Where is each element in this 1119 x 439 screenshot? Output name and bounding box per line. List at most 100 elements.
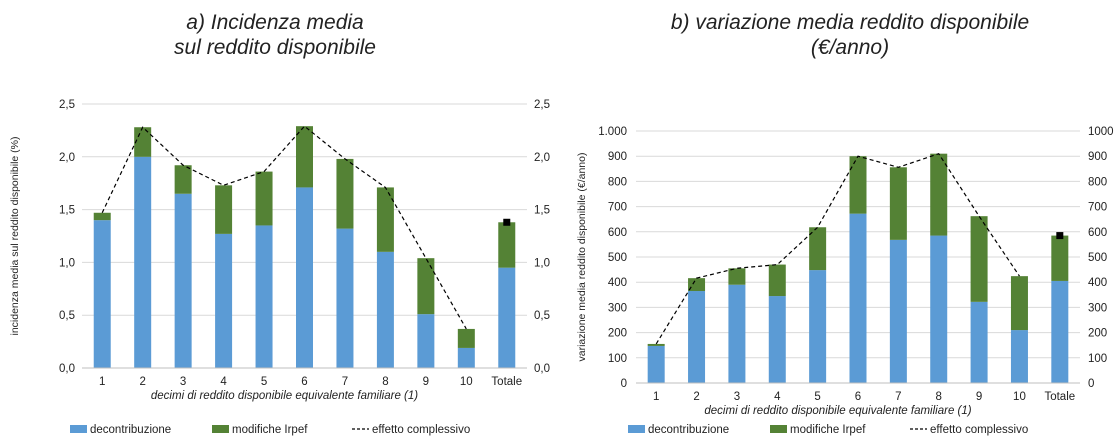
chart-b-ytick-right: 0 — [1088, 378, 1094, 390]
chart-a-ytick-right: 2,5 — [534, 99, 550, 111]
chart-b-ytick-right: 600 — [1088, 227, 1107, 239]
chart-b-title: b) variazione media reddito disponibile … — [600, 10, 1100, 60]
chart-a-bar-decontribuzione — [457, 347, 475, 368]
chart-a-title: a) Incidenza media sul reddito disponibi… — [110, 10, 440, 60]
chart-b-bar-decontribuzione — [889, 239, 907, 383]
chart-a-legend-effetto-complessivo: effetto complessivo — [372, 424, 470, 436]
chart-b-xtick: 6 — [855, 391, 861, 403]
chart-b-bar-modifiche-irpef — [1051, 235, 1069, 281]
chart-a-bar-decontribuzione — [255, 225, 273, 368]
chart-a-ytick-right: 0,5 — [534, 310, 550, 322]
chart-a-bar-modifiche-irpef — [255, 171, 273, 226]
chart-a-legend-swatch-decontribuzione — [70, 425, 87, 433]
chart-a-xtick: 9 — [423, 376, 429, 388]
chart-a-marker-effetto-totale — [503, 218, 511, 226]
chart-b-bar-decontribuzione — [688, 291, 706, 383]
chart-b-bar-modifiche-irpef — [970, 216, 988, 302]
chart-b-ytick-right: 100 — [1088, 353, 1107, 365]
chart-b-xtick: 8 — [936, 391, 942, 403]
chart-b-ytick-right: 500 — [1088, 252, 1107, 264]
chart-a-legend-swatch-modifiche-irpef — [212, 425, 229, 433]
chart-b-bar-decontribuzione — [728, 284, 746, 383]
chart-b-bar-modifiche-irpef — [768, 264, 786, 297]
chart-a-bar-decontribuzione — [376, 251, 394, 368]
chart-a-xtick: 5 — [261, 376, 267, 388]
chart-b-bar-modifiche-irpef — [809, 227, 827, 271]
chart-b-xtick: 1 — [653, 391, 659, 403]
chart-a-bar-decontribuzione — [296, 187, 313, 368]
chart-a-bar-decontribuzione — [134, 156, 152, 368]
chart-a-xtick: 6 — [301, 376, 307, 388]
chart-b-legend-decontribuzione: decontribuzione — [648, 424, 729, 436]
chart-b-bar-decontribuzione — [930, 235, 948, 383]
chart-b-ytick-left: 0 — [621, 378, 627, 390]
chart-a-xtick: 7 — [342, 376, 348, 388]
chart-b-xtick: 5 — [814, 391, 820, 403]
chart-a-xtick: 4 — [220, 376, 227, 388]
chart-a-bar-modifiche-irpef — [93, 212, 111, 221]
chart-a-xtick: 3 — [180, 376, 186, 388]
chart-a-ytick-left: 0,5 — [59, 310, 75, 322]
chart-a-ytick-right: 1,5 — [534, 205, 550, 217]
chart-b-line-effetto-complessivo — [655, 152, 1020, 345]
chart-a-bar-modifiche-irpef — [336, 158, 354, 229]
chart-b-bar-decontribuzione — [768, 296, 786, 383]
chart-a-bar-decontribuzione — [336, 228, 354, 368]
chart-a-bar-decontribuzione — [215, 233, 233, 368]
chart-b-legend-modifiche-irpef: modifiche Irpef — [790, 424, 866, 436]
chart-a-xtick: 10 — [460, 376, 473, 388]
chart-b-ytick-right: 700 — [1088, 202, 1107, 214]
chart-a-ytick-left: 2,0 — [59, 152, 75, 164]
chart-a-bar-modifiche-irpef — [134, 127, 152, 157]
chart-b-yaxis-title: variazione media reddito disponibile (€/… — [576, 153, 588, 362]
chart-b-ytick-left: 500 — [608, 252, 627, 264]
chart-b-bar-decontribuzione — [647, 345, 665, 383]
chart-a-xaxis-title: decimi di reddito disponibile equivalent… — [151, 390, 418, 402]
chart-a-ytick-left: 2,5 — [59, 99, 75, 111]
chart-a-title-line2: sul reddito disponibile — [174, 36, 376, 59]
chart-a-xtick: 8 — [382, 376, 388, 388]
chart-b-xtick: 2 — [693, 391, 699, 403]
chart-b-ytick-left: 100 — [608, 353, 627, 365]
chart-b-xtick: Totale — [1044, 391, 1075, 403]
chart-b-ytick-right: 800 — [1088, 176, 1107, 188]
chart-b-ytick-left: 400 — [608, 277, 627, 289]
chart-a-ytick-right: 1,0 — [534, 257, 550, 269]
chart-b-legend-swatch-decontribuzione — [628, 425, 645, 433]
chart-b-ytick-left: 200 — [608, 328, 627, 340]
chart-b-ytick-left: 600 — [608, 227, 627, 239]
chart-b-bar-decontribuzione — [809, 270, 827, 383]
chart-b-title-line2: (€/anno) — [810, 36, 890, 59]
chart-a-yaxis-title: incidenza media sul reddito disponibile … — [9, 136, 21, 335]
chart-b-ytick-left: 1.000 — [598, 126, 627, 138]
chart-b-bar-modifiche-irpef — [728, 268, 746, 285]
chart-a-bar-modifiche-irpef — [498, 222, 516, 268]
chart-a-xtick: 1 — [99, 376, 105, 388]
chart-b-ytick-right: 200 — [1088, 328, 1107, 340]
chart-a-bar-decontribuzione — [417, 314, 435, 368]
chart-b-ytick-right: 400 — [1088, 277, 1107, 289]
chart-b-bar-modifiche-irpef — [688, 278, 706, 292]
chart-a-legend-modifiche-irpef: modifiche Irpef — [232, 424, 308, 436]
chart-a-ytick-left: 1,0 — [59, 257, 75, 269]
chart-a-bar-modifiche-irpef — [296, 126, 313, 188]
chart-a-bar-modifiche-irpef — [457, 328, 475, 348]
chart-b-ytick-left: 800 — [608, 176, 627, 188]
chart-a-xtick: 2 — [139, 376, 145, 388]
chart-a-ytick-left: 1,5 — [59, 205, 75, 217]
chart-b-bar-modifiche-irpef — [647, 343, 665, 346]
chart-b-bar-modifiche-irpef — [849, 156, 867, 214]
chart-a-bar-decontribuzione — [174, 193, 192, 368]
chart-b-bar-decontribuzione — [970, 301, 988, 383]
chart-b-bar-modifiche-irpef — [889, 167, 907, 240]
chart-b-xaxis-title: decimi di reddito disponibile equivalent… — [704, 405, 971, 417]
chart-a-bar-decontribuzione — [498, 267, 516, 368]
chart-b-ytick-right: 300 — [1088, 302, 1107, 314]
chart-b-bar-modifiche-irpef — [930, 153, 948, 236]
chart-a-bar-modifiche-irpef — [174, 165, 192, 194]
chart-a-title-line1: a) Incidenza media — [186, 11, 364, 34]
chart-b-legend-effetto-complessivo: effetto complessivo — [930, 424, 1028, 436]
chart-b-xtick: 9 — [976, 391, 982, 403]
chart-b-marker-effetto-totale — [1056, 232, 1064, 240]
